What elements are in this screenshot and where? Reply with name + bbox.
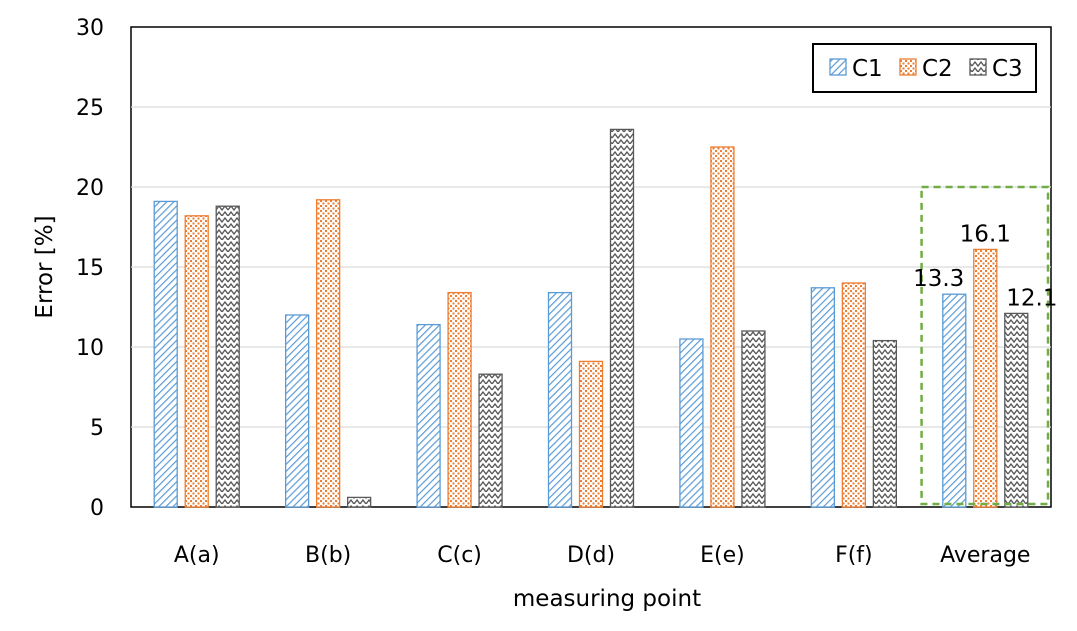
bar-c1-4 [679, 338, 704, 508]
bar-c3-4 [741, 330, 766, 508]
bar-c1-6 [942, 293, 967, 508]
legend-swatch-c1 [829, 58, 847, 76]
bar-c2-2 [447, 291, 472, 508]
y-tick-label: 15 [76, 256, 104, 281]
bars [153, 128, 1029, 508]
x-axis-ticks: A(a) B(b) C(c) D(d) E(e) F(f) Average [174, 543, 1031, 568]
average-highlight [920, 185, 1050, 506]
bar-c1-3 [547, 291, 573, 508]
x-tick-label: D(d) [567, 543, 615, 568]
x-tick-label: Average [940, 543, 1030, 568]
legend-swatch-c3 [969, 58, 987, 76]
bar-c3-0 [215, 205, 240, 508]
bar-c2-4 [710, 146, 735, 508]
data-label: 13.3 [913, 266, 964, 292]
x-tick-label: B(b) [305, 543, 351, 568]
bar-c2-3 [578, 360, 604, 508]
y-tick-label: 25 [76, 96, 104, 121]
x-axis-title: measuring point [513, 586, 701, 612]
y-axis-ticks: 0 5 10 15 20 25 30 [76, 16, 104, 521]
x-tick-label: F(f) [835, 543, 873, 568]
legend-label: C2 [922, 56, 953, 82]
y-tick-label: 5 [90, 416, 104, 441]
legend-box [812, 43, 1037, 93]
y-axis-title: Error [%] [32, 215, 58, 318]
x-tick-label: E(e) [700, 543, 745, 568]
bar-c1-2 [416, 323, 441, 508]
bar-c2-0 [184, 215, 209, 508]
y-tick-label: 20 [76, 176, 104, 201]
bar-c1-5 [810, 287, 836, 508]
average-highlight-box [920, 185, 1050, 506]
y-tick-label: 0 [90, 496, 104, 521]
bar-c1-0 [153, 200, 178, 508]
y-tick-label: 30 [76, 16, 104, 41]
x-tick-label: A(a) [174, 543, 220, 568]
bar-c2-5 [841, 282, 867, 508]
bar-c3-2 [478, 373, 503, 508]
data-label: 12.1 [1006, 285, 1057, 311]
data-labels: 13.3 16.1 12.1 [913, 221, 1057, 311]
bar-c2-6 [973, 248, 998, 508]
bar-c3-5 [872, 339, 898, 508]
data-label: 16.1 [960, 221, 1011, 247]
bar-c3-3 [609, 128, 635, 508]
legend: C1 C2 C3 [812, 43, 1037, 93]
bar-c3-6 [1004, 312, 1029, 508]
legend-swatch-c2 [899, 58, 917, 76]
bar-c1-1 [284, 314, 310, 508]
x-tick-label: C(c) [437, 543, 482, 568]
bar-c3-1 [346, 496, 372, 508]
y-tick-label: 10 [76, 336, 104, 361]
bar-c2-1 [315, 199, 341, 508]
gridlines [131, 106, 1051, 428]
legend-label: C1 [852, 56, 883, 82]
legend-label: C3 [992, 56, 1023, 82]
